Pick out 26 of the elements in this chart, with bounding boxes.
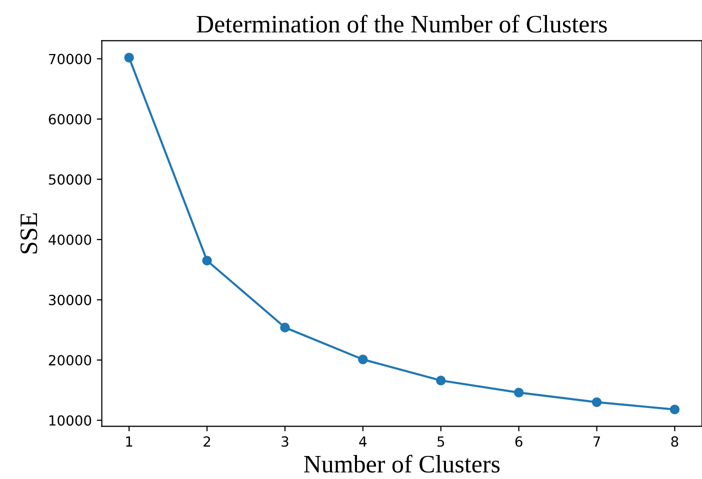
x-tick-label: 3 xyxy=(282,436,288,447)
y-tick-label: 30000 xyxy=(48,294,92,306)
point xyxy=(202,256,212,266)
x-tick-label: 2 xyxy=(204,436,210,447)
y-tick-label: 40000 xyxy=(48,234,92,246)
x-tick-label: 5 xyxy=(438,436,444,447)
x-tick-label: 7 xyxy=(593,436,600,447)
chart-title: Determination of the Number of Clusters xyxy=(196,14,607,33)
point xyxy=(436,376,446,386)
y-tick-label: 70000 xyxy=(49,54,92,64)
point xyxy=(514,388,524,398)
point xyxy=(124,52,134,62)
x-tick-label: 4 xyxy=(359,436,367,447)
x-tick-label: 8 xyxy=(671,436,678,447)
y-tick-label: 20000 xyxy=(48,355,92,366)
y-tick-label: 50000 xyxy=(48,174,92,185)
y-tick-label: 10000 xyxy=(49,415,92,426)
point xyxy=(358,354,368,364)
point xyxy=(670,404,680,414)
x-tick-label: 6 xyxy=(515,436,522,447)
y-axis-title: SSE xyxy=(20,213,38,254)
x-tick-label: 1 xyxy=(126,436,132,447)
x-axis-title: Number of Clusters xyxy=(304,454,500,473)
point xyxy=(592,397,602,408)
y-tick-label: 60000 xyxy=(48,114,92,125)
point xyxy=(280,322,290,332)
